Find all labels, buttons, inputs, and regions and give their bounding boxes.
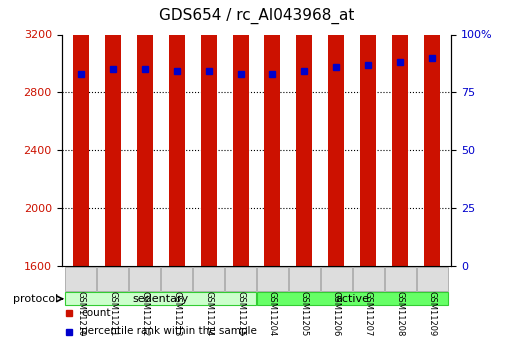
Text: sedentary: sedentary bbox=[132, 294, 189, 304]
Text: count: count bbox=[81, 308, 111, 318]
Text: protocol: protocol bbox=[13, 294, 58, 304]
FancyBboxPatch shape bbox=[193, 267, 224, 291]
FancyBboxPatch shape bbox=[385, 267, 416, 291]
Bar bbox=[297, 0, 312, 266]
Bar bbox=[424, 0, 440, 266]
FancyBboxPatch shape bbox=[257, 267, 288, 291]
FancyBboxPatch shape bbox=[65, 292, 256, 305]
FancyBboxPatch shape bbox=[353, 267, 384, 291]
Bar bbox=[232, 0, 248, 266]
FancyBboxPatch shape bbox=[417, 267, 448, 291]
FancyBboxPatch shape bbox=[225, 267, 256, 291]
Text: GSM11210: GSM11210 bbox=[76, 291, 85, 336]
FancyBboxPatch shape bbox=[129, 267, 160, 291]
Text: GDS654 / rc_AI043968_at: GDS654 / rc_AI043968_at bbox=[159, 8, 354, 24]
FancyBboxPatch shape bbox=[97, 267, 128, 291]
Text: GSM11206: GSM11206 bbox=[332, 291, 341, 336]
FancyBboxPatch shape bbox=[289, 267, 320, 291]
Text: GSM11209: GSM11209 bbox=[428, 291, 437, 336]
FancyBboxPatch shape bbox=[321, 267, 352, 291]
Text: GSM11207: GSM11207 bbox=[364, 291, 373, 336]
Bar bbox=[105, 0, 121, 266]
Bar bbox=[201, 0, 216, 266]
Bar bbox=[73, 0, 89, 266]
FancyBboxPatch shape bbox=[161, 267, 192, 291]
Text: GSM11215: GSM11215 bbox=[236, 291, 245, 336]
FancyBboxPatch shape bbox=[65, 267, 96, 291]
Text: percentile rank within the sample: percentile rank within the sample bbox=[81, 326, 257, 336]
Text: GSM11208: GSM11208 bbox=[396, 291, 405, 336]
Text: active: active bbox=[336, 294, 369, 304]
Text: GSM11211: GSM11211 bbox=[108, 291, 117, 336]
Bar bbox=[265, 0, 281, 266]
Bar bbox=[328, 0, 344, 266]
Bar bbox=[392, 0, 408, 266]
Text: GSM11213: GSM11213 bbox=[172, 291, 181, 336]
Text: GSM11204: GSM11204 bbox=[268, 291, 277, 336]
Bar bbox=[360, 0, 377, 266]
Bar bbox=[169, 0, 185, 266]
Bar bbox=[136, 0, 153, 266]
Text: GSM11214: GSM11214 bbox=[204, 291, 213, 336]
FancyBboxPatch shape bbox=[257, 292, 448, 305]
Text: GSM11205: GSM11205 bbox=[300, 291, 309, 336]
Text: GSM11212: GSM11212 bbox=[140, 291, 149, 336]
